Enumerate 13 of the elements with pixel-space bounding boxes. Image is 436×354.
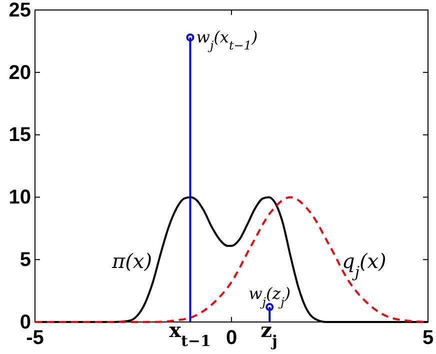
x-tick-label: 5 <box>422 327 434 349</box>
annotation: π(x) <box>110 249 152 273</box>
y-tick-label: 15 <box>8 124 31 146</box>
annotation: w$_{j}$(x$_{t−1}$) <box>196 27 258 52</box>
x-tick-label: 0 <box>226 327 238 349</box>
y-tick-label: 25 <box>8 0 31 22</box>
y-tick-label: 20 <box>8 62 31 84</box>
y-tick-label: 10 <box>8 186 31 209</box>
annotation: z$_{j}$ <box>260 318 278 350</box>
annotation: q$_{j}$(x) <box>342 249 386 281</box>
y-tick-label: 5 <box>20 249 31 271</box>
annotation: w$_{j}$(z$_{j}$) <box>248 284 291 310</box>
annotation: x$_{t−1}$ <box>169 318 211 350</box>
